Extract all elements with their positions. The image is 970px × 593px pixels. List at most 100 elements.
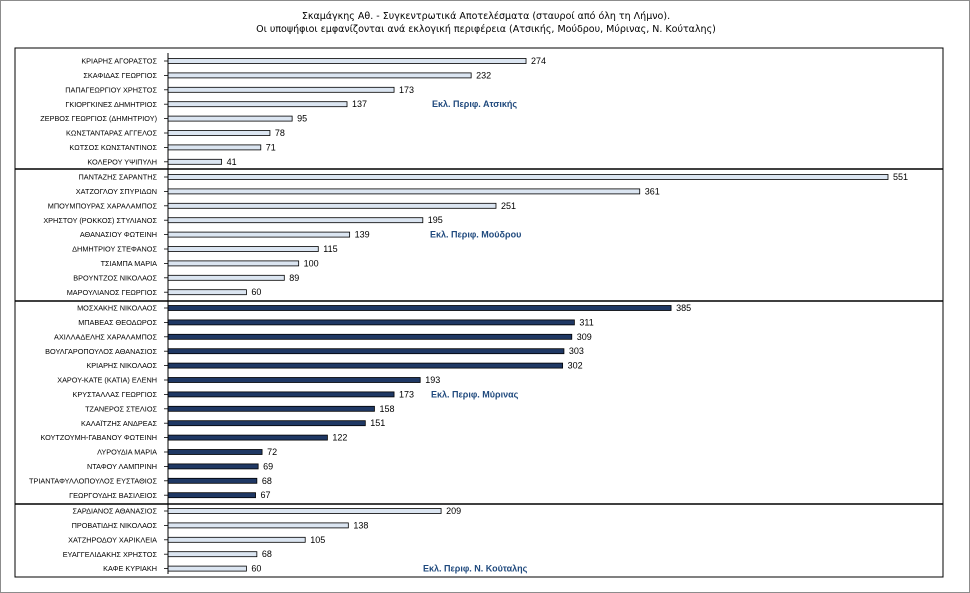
data-label: 72 xyxy=(267,447,277,457)
data-label: 193 xyxy=(425,375,440,385)
category-label: ΤΖΑΝΕΡΟΣ ΣΤΕΛΙΟΣ xyxy=(85,404,157,413)
category-label: ΜΑΡΟΥΛΙΑΝΟΣ ΓΕΩΡΓΙΟΣ xyxy=(67,288,158,297)
bar xyxy=(167,420,366,427)
bar xyxy=(167,362,564,369)
category-label: ΝΤΑΦΟΥ ΛΑΜΠΡΙΝΗ xyxy=(87,462,157,471)
category-label: ΜΟΣΧΑΚΗΣ ΝΙΚΟΛΑΟΣ xyxy=(77,304,157,313)
plot-area xyxy=(14,47,944,578)
data-label: 100 xyxy=(304,258,319,268)
group-label: Εκλ. Περιφ. Ατσικής xyxy=(432,99,517,109)
data-label: 115 xyxy=(323,244,337,254)
data-label: 303 xyxy=(569,346,584,356)
bar xyxy=(167,391,395,398)
bar xyxy=(167,260,300,267)
data-label: 139 xyxy=(355,230,370,240)
category-label: ΑΘΑΝΑΣΙΟΥ ΦΩΤΕΙΝΗ xyxy=(80,230,157,239)
category-label: ΠΑΝΤΑΖΗΣ ΣΑΡΑΝΤΗΣ xyxy=(78,173,157,182)
data-label: 274 xyxy=(531,56,546,66)
data-label: 232 xyxy=(476,70,491,80)
category-label: ΚΩΤΣΟΣ ΚΩΝΣΤΑΝΤΙΝΟΣ xyxy=(69,143,157,152)
data-label: 158 xyxy=(379,404,394,414)
bar xyxy=(167,477,258,484)
category-label: ΑΧΙΛΛΑΔΕΛΗΣ ΧΑΡΑΛΑΜΠΟΣ xyxy=(54,332,157,341)
data-label: 361 xyxy=(645,186,660,196)
bar xyxy=(167,174,889,180)
data-label: 68 xyxy=(262,476,272,486)
bar xyxy=(167,217,424,224)
data-label: 173 xyxy=(399,85,414,95)
data-label: 311 xyxy=(579,317,593,327)
bar xyxy=(167,231,351,238)
data-label: 251 xyxy=(501,201,516,211)
category-label: ΧΑΡΟΥ-ΚΑΤΕ (ΚΑΤΙΑ) ΕΛΕΝΗ xyxy=(57,376,157,385)
category-label: ΧΡΗΣΤΟΥ (ΡΟΚΚΟΣ) ΣΤΥΛΙΑΝΟΣ xyxy=(43,216,157,225)
group-label: Εκλ. Περιφ. Ν. Κούταλης xyxy=(423,564,528,574)
bar xyxy=(167,72,472,79)
bar xyxy=(167,333,573,340)
category-label: ΧΑΤΖΟΓΛΟΥ ΣΠΥΡΙΔΩΝ xyxy=(76,187,157,196)
data-label: 151 xyxy=(370,418,385,428)
category-label: ΒΡΟΥΝΤΖΟΣ ΝΙΚΟΛΑΟΣ xyxy=(73,273,157,282)
bar xyxy=(167,405,375,412)
bar xyxy=(167,86,395,93)
bar xyxy=(167,522,349,529)
bar xyxy=(167,377,421,383)
bar xyxy=(167,449,263,455)
data-label: 89 xyxy=(289,273,299,283)
bar xyxy=(167,551,258,558)
data-label: 60 xyxy=(251,287,261,297)
category-label: ΧΑΤΖΗΡΟΔΟΥ ΧΑΡΙΚΛΕΙΑ xyxy=(68,535,157,544)
category-label: ΓΚΙΟΡΓΚΙΝΕΣ ΔΗΜΗΤΡΙΟΣ xyxy=(65,100,157,109)
bar xyxy=(167,492,256,499)
category-label: ΠΡΟΒΑΤΙΔΗΣ ΝΙΚΟΛΑΟΣ xyxy=(72,521,158,530)
bar xyxy=(167,58,527,64)
bar xyxy=(167,434,328,441)
data-label: 551 xyxy=(893,172,908,182)
category-label: ΣΑΡΔΙΑΝΟΣ ΑΘΑΝΑΣΙΟΣ xyxy=(72,507,157,516)
group-label: Εκλ. Περιφ. Μούδρου xyxy=(430,230,521,240)
category-label: ΚΩΝΣΤΑΝΤΑΡΑΣ ΑΓΓΕΛΟΣ xyxy=(66,129,157,138)
data-label: 122 xyxy=(332,433,347,443)
data-label: 137 xyxy=(352,99,367,109)
data-label: 67 xyxy=(261,490,271,500)
data-label: 302 xyxy=(568,361,583,371)
chart-subtitle: Οι υποψήφιοι εμφανίζονται ανά εκλογική π… xyxy=(256,24,716,35)
category-label: ΖΕΡΒΟΣ ΓΕΩΡΓΙΟΣ (ΔΗΜΗΤΡΙΟΥ) xyxy=(40,114,157,123)
bar xyxy=(167,274,285,281)
category-label: ΤΡΙΑΝΤΑΦΥΛΛΟΠΟΥΛΟΣ ΕΥΣΤΑΘΙΟΣ xyxy=(29,476,157,485)
category-label: ΚΟΥΤΖΟΥΜΗ-ΓΑΒΑΝΟΥ ΦΩΤΕΙΝΗ xyxy=(40,433,157,442)
group-label: Εκλ. Περιφ. Μύρινας xyxy=(431,389,519,399)
category-label: ΚΑΦΕ ΚΥΡΙΑΚΗ xyxy=(103,564,157,573)
bar xyxy=(167,101,348,108)
bar xyxy=(167,246,319,252)
bar xyxy=(167,536,306,543)
category-label: ΒΟΥΛΓΑΡΟΠΟΥΛΟΣ ΑΘΑΝΑΣΙΟΣ xyxy=(45,347,157,356)
data-label: 195 xyxy=(428,215,443,225)
data-label: 69 xyxy=(263,461,273,471)
category-label: ΕΥΑΓΓΕΛΙΔΑΚΗΣ ΧΡΗΣΤΟΣ xyxy=(63,550,158,559)
data-label: 60 xyxy=(251,564,261,574)
category-label: ΓΕΩΡΓΟΥΔΗΣ ΒΑΣΙΛΕΙΟΣ xyxy=(69,491,157,500)
bar xyxy=(167,158,222,165)
category-label: ΚΟΛΕΡΟΥ ΥΨΙΠΥΛΗ xyxy=(87,157,157,166)
category-label: ΚΡΙΑΡΗΣ ΝΙΚΟΛΑΟΣ xyxy=(86,361,157,370)
bar xyxy=(167,348,565,355)
category-label: ΠΑΠΑΓΕΩΡΓΙΟΥ ΧΡΗΣΤΟΣ xyxy=(65,85,157,94)
bar xyxy=(167,144,262,151)
category-label: ΛΥΡΟΥΔΙΑ ΜΑΡΙΑ xyxy=(97,448,157,457)
data-label: 173 xyxy=(399,389,414,399)
data-label: 385 xyxy=(676,303,691,313)
category-label: ΚΡΙΑΡΗΣ ΑΓΟΡΑΣΤΟΣ xyxy=(81,57,157,66)
bar xyxy=(167,565,247,572)
data-label: 71 xyxy=(266,142,276,152)
bar xyxy=(167,202,497,209)
category-label: ΤΣΙΑΜΠΑ ΜΑΡΙΑ xyxy=(101,259,158,268)
category-label: ΣΚΑΦΙΔΑΣ ΓΕΩΡΓΙΟΣ xyxy=(83,71,157,80)
bar xyxy=(167,305,672,311)
data-label: 309 xyxy=(577,332,592,342)
bar xyxy=(167,463,259,470)
category-label: ΚΑΛΑΪΤΖΗΣ ΑΝΔΡΕΑΣ xyxy=(81,419,157,428)
data-label: 78 xyxy=(275,128,285,138)
